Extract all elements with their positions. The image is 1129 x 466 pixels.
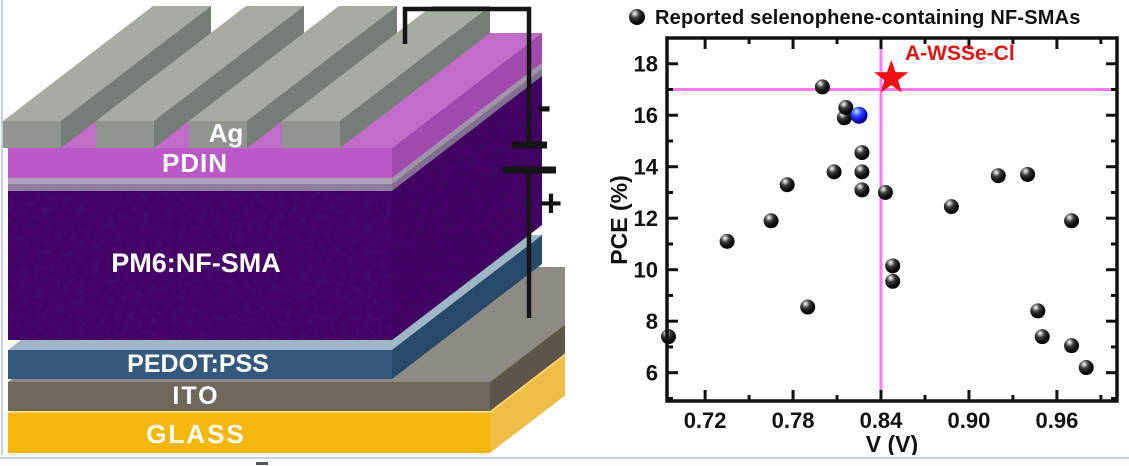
- scatter-point: [854, 182, 870, 198]
- battery-negative-sign: -: [537, 81, 552, 130]
- data-points: [660, 59, 1094, 376]
- legend-label: Reported selenophene-containing NF-SMAs: [655, 7, 1081, 29]
- y-tick-label: 12: [634, 206, 658, 231]
- silver-electrode-bars: [3, 6, 490, 148]
- legend-sphere-icon: [629, 9, 645, 25]
- ag-bar-4: [282, 6, 490, 148]
- y-tick-label: 6: [646, 361, 658, 386]
- crosshair-lines: [667, 38, 1117, 401]
- scatter-point: [763, 213, 779, 229]
- y-tick-label: 18: [634, 52, 658, 77]
- circuit-wiring: - +: [402, 6, 562, 318]
- scatter-point: [854, 145, 870, 161]
- scatter-point: [1078, 360, 1094, 376]
- scatter-point: [885, 273, 901, 289]
- device-label-ito: ITO: [172, 382, 219, 410]
- y-tick-label: 10: [634, 258, 658, 283]
- x-tick-label: 0.84: [860, 408, 904, 433]
- bottom-strip: [0, 455, 1129, 466]
- scatter-point: [850, 106, 868, 124]
- scatter-point: [1034, 329, 1050, 345]
- battery-positive-sign: +: [540, 183, 562, 225]
- device-label-ag: Ag: [209, 118, 244, 148]
- y-tick-label: 14: [634, 155, 659, 180]
- device-label-glass: GLASS: [146, 419, 246, 449]
- scatter-point: [779, 177, 795, 193]
- x-tick-label: 0.72: [684, 408, 727, 433]
- device-diagram: Ag PDIN PM6:NF-SMA PEDOT:PSS ITO GLASS -…: [3, 6, 565, 453]
- scatter-point: [800, 299, 816, 315]
- scatter-point: [885, 258, 901, 274]
- scatter-point: [943, 199, 959, 215]
- ag-bar-1: [3, 6, 211, 148]
- plot-frame: [665, 36, 1119, 403]
- scatter-point: [877, 184, 893, 200]
- device-label-active: PM6:NF-SMA: [111, 248, 281, 278]
- x-axis-title: V (V): [866, 431, 918, 457]
- bottom-edge-border: [0, 457, 1129, 459]
- star-annotation-label: A-WSSe-Cl: [905, 42, 1015, 65]
- x-tick-label: 0.78: [772, 408, 815, 433]
- scatter-point: [1064, 213, 1080, 229]
- ag-bar-3: [189, 6, 397, 148]
- left-edge-border: [1, 0, 3, 458]
- scatter-point: [1030, 303, 1046, 319]
- ag-bar-2: [96, 6, 304, 148]
- scatter-point: [854, 164, 870, 180]
- scatter-point: [1064, 338, 1080, 354]
- x-tick-label: 0.96: [1035, 408, 1078, 433]
- x-tick-label: 0.90: [948, 408, 991, 433]
- bottom-caption-fragment: [256, 462, 268, 465]
- device-label-pedot: PEDOT:PSS: [127, 350, 269, 378]
- scatter-point: [719, 233, 735, 249]
- interlayer-strip: [8, 63, 542, 191]
- scatter-point: [826, 164, 842, 180]
- y-tick-label: 8: [646, 309, 658, 334]
- y-axis-title: PCE (%): [606, 175, 632, 264]
- pce-voltage-chart: Reported selenophene-containing NF-SMAs …: [606, 7, 1119, 457]
- axes-ticks: 0.72 0.78 0.84 0.90 0.96 6 8 10 12 14 16 18: [634, 38, 1117, 433]
- scatter-point: [814, 79, 830, 95]
- scatter-point: [838, 100, 854, 116]
- y-tick-label: 16: [634, 103, 658, 128]
- wire-top: [402, 6, 532, 142]
- device-label-pdin: PDIN: [162, 148, 228, 178]
- scatter-point: [1020, 166, 1036, 182]
- star-marker: [874, 59, 909, 93]
- scatter-point: [990, 168, 1006, 184]
